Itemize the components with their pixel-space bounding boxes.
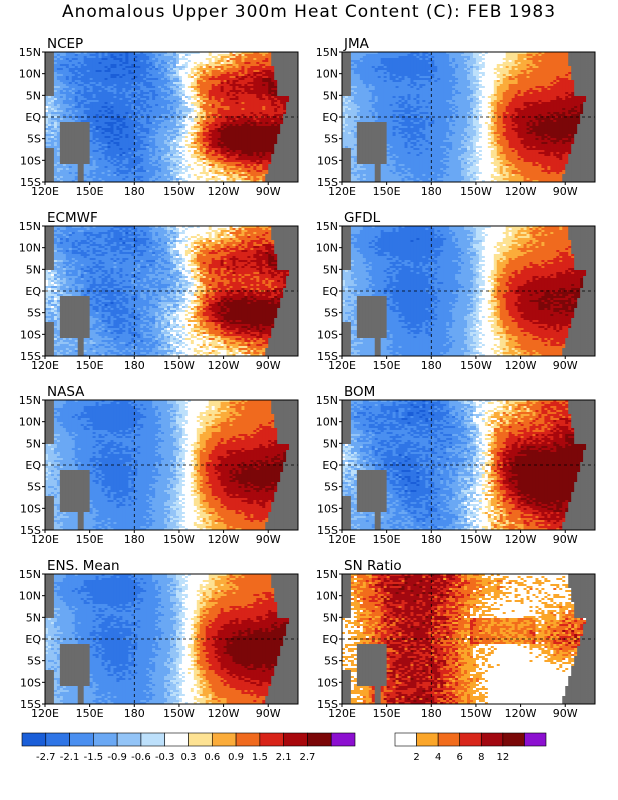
map-panel: 120E 150E 180 150W 120W 90W15N10N5NEQ5S10S15S… xyxy=(19,36,299,198)
heat-content-figure: 120E 150E 180 150W 120W 90W15N10N5NEQ5S10S15S… xyxy=(0,0,618,800)
